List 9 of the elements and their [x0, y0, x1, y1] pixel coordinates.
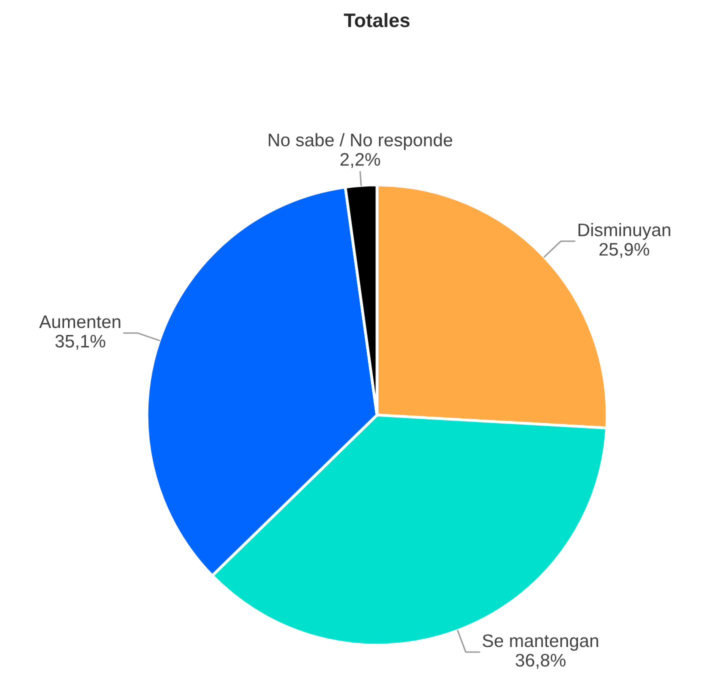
data-label: 36,8% — [516, 654, 566, 669]
slice-label: Aumenten — [39, 316, 120, 328]
slice-label: Disminuyan — [578, 223, 670, 240]
chart-title: Totales — [344, 12, 410, 28]
data-label: 2,2% — [340, 153, 380, 168]
slice-label: Se mantengan — [482, 634, 598, 651]
data-label: 35,1% — [55, 334, 106, 350]
data-label: 25,9% — [600, 242, 650, 258]
slice-label: No sabe / No responde — [268, 133, 452, 150]
